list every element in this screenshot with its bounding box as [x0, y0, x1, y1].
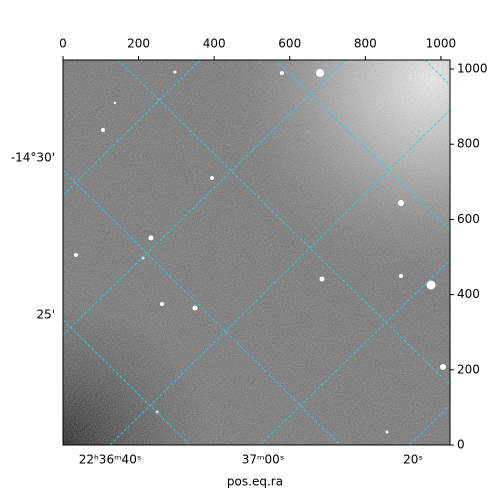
- frame: [62, 59, 451, 446]
- y-tick-label: 600: [457, 212, 480, 226]
- y-tick-label: 1000: [457, 62, 488, 76]
- x-tick-label: 0: [59, 37, 67, 51]
- y-tick-label: 200: [457, 362, 480, 376]
- x-axis-label: pos.eq.ra: [227, 475, 283, 489]
- ra-tick-label: 20ˢ: [403, 453, 423, 467]
- y-tick-label: 800: [457, 137, 480, 151]
- x-tick-label: 400: [203, 37, 226, 51]
- y-tick-label: 400: [457, 287, 480, 301]
- dec-tick-label: 25': [36, 308, 55, 322]
- coordinate-grid: [63, 60, 450, 445]
- dec-tick-label: -14°30': [11, 151, 55, 165]
- x-tick-label: 200: [127, 37, 150, 51]
- x-tick-label: 800: [354, 37, 377, 51]
- ra-tick-label: 37ᵐ00ˢ: [242, 453, 285, 467]
- sky-image: [63, 60, 450, 445]
- x-tick-label: 600: [278, 37, 301, 51]
- y-tick-label: 0: [457, 438, 465, 452]
- x-tick-label: 1000: [426, 37, 457, 51]
- ra-tick-label: 22ʰ36ᵐ40ˢ: [79, 453, 142, 467]
